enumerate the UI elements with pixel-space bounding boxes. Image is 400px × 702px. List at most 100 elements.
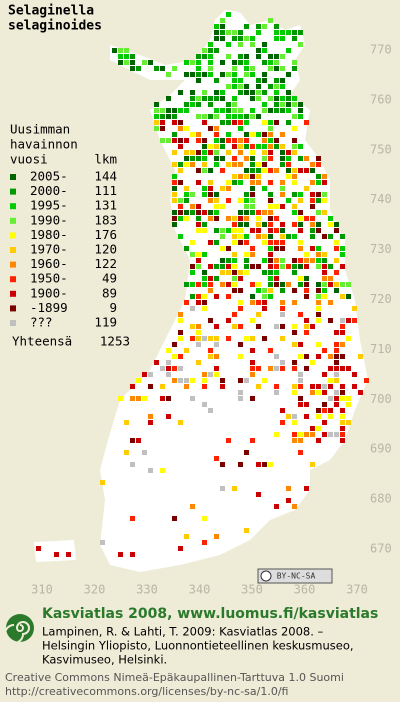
legend-label: 2000- xyxy=(30,183,68,198)
occurrence-square xyxy=(334,228,339,233)
occurrence-square xyxy=(130,396,135,401)
occurrence-square xyxy=(334,360,339,365)
occurrence-square xyxy=(268,270,273,275)
occurrence-square xyxy=(166,138,171,143)
occurrence-square xyxy=(262,270,267,275)
occurrence-square xyxy=(334,396,339,401)
occurrence-square xyxy=(286,174,291,179)
occurrence-square xyxy=(250,360,255,365)
occurrence-square xyxy=(328,432,333,437)
occurrence-square xyxy=(214,126,219,131)
occurrence-square xyxy=(274,270,279,275)
occurrence-square xyxy=(148,60,153,65)
occurrence-square xyxy=(280,132,285,137)
occurrence-square xyxy=(298,312,303,317)
occurrence-square xyxy=(232,252,237,257)
occurrence-square xyxy=(226,102,231,107)
occurrence-square xyxy=(274,264,279,269)
occurrence-square xyxy=(166,96,171,101)
occurrence-square xyxy=(202,96,207,101)
y-grid-label: 740 xyxy=(370,192,392,206)
occurrence-square xyxy=(268,210,273,215)
occurrence-square xyxy=(262,162,267,167)
occurrence-square xyxy=(244,120,249,125)
occurrence-square xyxy=(238,240,243,245)
occurrence-square xyxy=(274,216,279,221)
occurrence-square xyxy=(316,306,321,311)
occurrence-square xyxy=(184,162,189,167)
occurrence-square xyxy=(268,228,273,233)
occurrence-square xyxy=(232,216,237,221)
occurrence-square xyxy=(280,186,285,191)
occurrence-square xyxy=(262,108,267,113)
occurrence-square xyxy=(298,354,303,359)
legend-total-label: Yhteensä xyxy=(12,334,72,349)
occurrence-square xyxy=(250,204,255,209)
occurrence-square xyxy=(214,48,219,53)
occurrence-square xyxy=(328,282,333,287)
occurrence-square xyxy=(226,264,231,269)
occurrence-square xyxy=(208,114,213,119)
occurrence-square xyxy=(262,156,267,161)
occurrence-square xyxy=(250,396,255,401)
occurrence-square xyxy=(268,126,273,131)
occurrence-square xyxy=(220,204,225,209)
occurrence-square xyxy=(304,120,309,125)
occurrence-square xyxy=(328,222,333,227)
occurrence-square xyxy=(256,264,261,269)
occurrence-square xyxy=(190,132,195,137)
occurrence-square xyxy=(256,210,261,215)
occurrence-square xyxy=(250,192,255,197)
occurrence-square xyxy=(178,168,183,173)
occurrence-square xyxy=(268,84,273,89)
occurrence-square xyxy=(208,144,213,149)
occurrence-square xyxy=(346,402,351,407)
occurrence-square xyxy=(202,402,207,407)
occurrence-square xyxy=(304,186,309,191)
occurrence-square xyxy=(328,234,333,239)
occurrence-square xyxy=(196,300,201,305)
occurrence-square xyxy=(334,372,339,377)
occurrence-square xyxy=(280,408,285,413)
occurrence-square xyxy=(166,396,171,401)
legend-swatch xyxy=(10,305,16,312)
legend-count: 131 xyxy=(94,198,117,213)
occurrence-square xyxy=(226,318,231,323)
occurrence-square xyxy=(316,264,321,269)
occurrence-square xyxy=(214,78,219,83)
occurrence-square xyxy=(232,72,237,77)
occurrence-square xyxy=(244,258,249,263)
occurrence-square xyxy=(154,66,159,71)
occurrence-square xyxy=(196,330,201,335)
occurrence-square xyxy=(328,264,333,269)
occurrence-square xyxy=(232,108,237,113)
title-line: selaginoides xyxy=(8,19,102,34)
occurrence-square xyxy=(298,450,303,455)
occurrence-square xyxy=(292,102,297,107)
occurrence-square xyxy=(262,150,267,155)
occurrence-square xyxy=(178,126,183,131)
legend-label: 1950- xyxy=(30,271,68,286)
occurrence-square xyxy=(250,210,255,215)
legend-swatch xyxy=(10,290,16,297)
occurrence-square xyxy=(322,288,327,293)
occurrence-square xyxy=(304,282,309,287)
occurrence-square xyxy=(142,372,147,377)
occurrence-square xyxy=(280,366,285,371)
occurrence-square xyxy=(286,108,291,113)
occurrence-square xyxy=(292,192,297,197)
occurrence-square xyxy=(232,324,237,329)
occurrence-square xyxy=(238,390,243,395)
occurrence-square xyxy=(190,264,195,269)
occurrence-square xyxy=(316,192,321,197)
occurrence-square xyxy=(226,246,231,251)
y-grid-label: 690 xyxy=(370,442,392,456)
occurrence-square xyxy=(184,108,189,113)
occurrence-square xyxy=(262,60,267,65)
occurrence-square xyxy=(280,222,285,227)
occurrence-square xyxy=(208,192,213,197)
occurrence-square xyxy=(274,102,279,107)
legend-count: 183 xyxy=(94,212,117,227)
occurrence-square xyxy=(292,330,297,335)
occurrence-square xyxy=(244,90,249,95)
